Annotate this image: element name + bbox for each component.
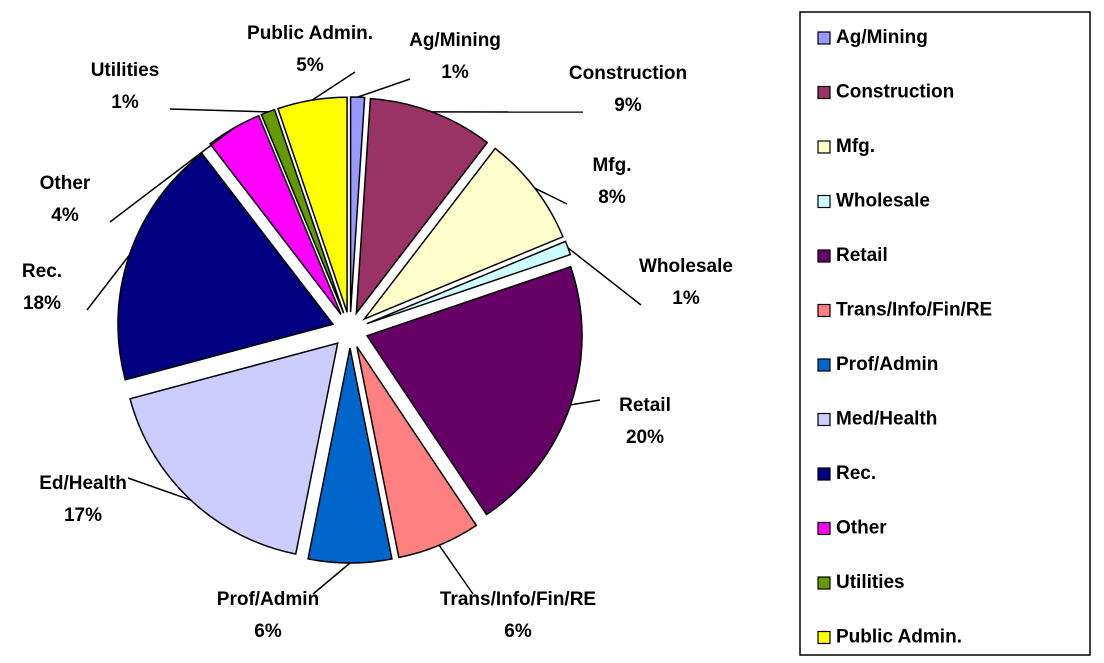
slice-value-label: 1% [672,288,700,309]
slice-value-label: 20% [626,427,664,448]
leader-line [86,254,130,311]
slice-value-label: 17% [64,505,102,526]
legend-swatch [817,412,831,427]
leader-line [357,78,411,98]
slice-label: Other [40,173,91,194]
legend-label: Retail [836,245,888,266]
slice-label: Mfg. [592,155,631,176]
legend-swatch [817,31,831,45]
legend-label: Other [836,518,887,539]
legend-swatch [817,249,831,263]
leader-line [567,247,642,306]
legend-label: Wholesale [836,191,930,212]
pie-slice [355,97,489,316]
slice-label: Utilities [91,60,160,81]
slice-value-label: 1% [441,62,469,83]
slice-label: Construction [569,63,687,84]
slice-label: Ed/Health [39,473,127,494]
leader-line [109,127,234,223]
legend-box [799,11,1091,656]
leader-line [311,71,356,101]
pie-slice [307,347,393,564]
slice-label: Ag/Mining [409,30,501,51]
legend-swatch [817,140,831,154]
pie-slice [129,342,339,555]
legend-label: Mfg. [836,136,875,157]
legend-swatch [817,85,831,100]
slice-value-label: 5% [296,55,324,76]
legend-label: Ag/Mining [836,27,928,48]
pie-slice [117,152,335,381]
slice-value-label: 8% [598,187,626,208]
leader-line [438,544,474,595]
legend-label: Utilities [836,572,905,593]
legend-label: Prof/Admin [836,354,938,375]
slice-label: Retail [619,395,671,416]
slice-value-label: 9% [614,95,642,116]
legend-label: Trans/Info/Fin/RE [836,300,992,321]
leader-line [127,477,191,501]
legend-swatch [817,467,831,481]
slice-label: Prof/Admin [217,589,319,610]
legend-label: Med/Health [836,409,937,430]
legend-label: Public Admin. [836,627,962,648]
slice-value-label: 6% [254,621,282,642]
leader-line [534,187,568,205]
slice-value-label: 1% [111,92,139,113]
legend-swatch [817,576,831,590]
legend-label: Rec. [836,463,876,484]
slice-label: Wholesale [639,256,733,277]
legend-label: Construction [836,82,954,103]
leader-line [169,108,268,113]
legend-swatch [817,194,831,209]
legend-swatch [817,358,831,372]
leader-line [312,562,351,595]
pie-slice [356,346,478,559]
slice-label: Rec. [22,261,62,282]
legend-swatch [817,521,831,536]
slice-label: Public Admin. [247,23,373,44]
slice-value-label: 4% [51,205,79,226]
slice-value-label: 18% [23,293,61,314]
leader-line [570,399,601,406]
pie-slice [361,147,564,321]
legend-swatch [817,630,831,645]
pie-slice [260,108,345,314]
slice-value-label: 6% [504,621,532,642]
pie-slice [366,240,572,325]
legend-swatch [817,303,831,318]
slice-label: Trans/Info/Fin/RE [440,589,596,610]
